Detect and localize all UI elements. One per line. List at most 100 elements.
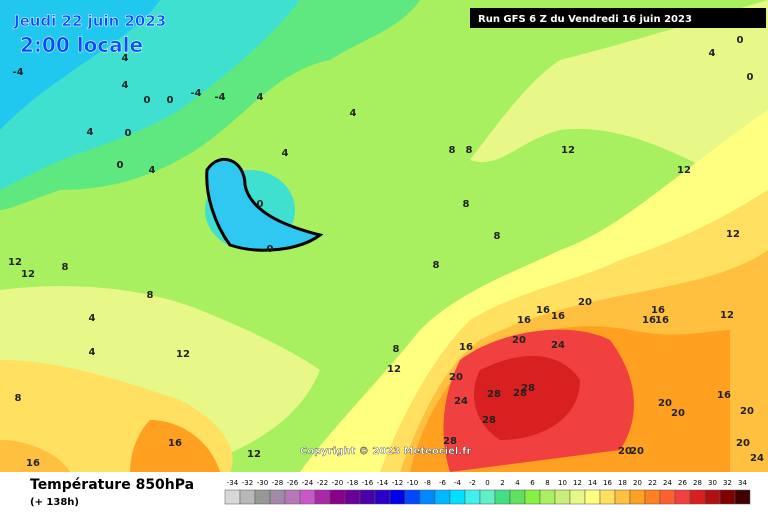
scale-label: 4 [515,479,520,487]
contour-label: 16 [551,311,565,322]
scale-label: 22 [648,479,657,487]
scale-swatch [314,489,331,505]
contour-label: 8 [62,262,69,273]
contour-label: 0 [267,244,274,255]
scale-label: 14 [588,479,597,487]
scale-swatch [554,489,571,505]
contour-label: 24 [454,396,468,407]
contour-label: 8 [15,393,22,404]
contour-label: 0 [167,95,174,106]
scale-swatch [539,489,556,505]
scale-label: -10 [407,479,418,487]
scale-swatch [629,489,646,505]
scale-swatch [254,489,271,505]
contour-label: 20 [512,335,526,346]
contour-label: 4 [122,80,129,91]
contour-label: 0 [737,35,744,46]
scale-label: 28 [693,479,702,487]
scale-swatch [224,489,241,505]
scale-label: -8 [424,479,431,487]
contour-label: 12 [561,145,575,156]
contour-label: 20 [449,372,463,383]
contour-label: 8 [463,199,470,210]
contour-label: 28 [521,383,535,394]
contour-label: 8 [147,290,154,301]
contour-label: 20 [740,406,754,417]
scale-label: 2 [500,479,504,487]
scale-swatch [479,489,496,505]
lead-time: (+ 138h) [30,497,79,508]
scale-swatch [704,489,721,505]
scale-swatch [374,489,391,505]
scale-swatch [689,489,706,505]
contour-label: 12 [8,257,22,268]
contour-label: 0 [117,160,124,171]
contour-label: 28 [482,415,496,426]
scale-swatch [329,489,346,505]
scale-label: 24 [663,479,672,487]
contour-label: 24 [551,340,565,351]
contour-label: 4 [282,148,289,159]
scale-label: -16 [362,479,374,487]
scale-label: 6 [530,479,535,487]
scale-label: -18 [347,479,358,487]
scale-swatch [299,489,316,505]
scale-swatch [659,489,676,505]
contour-label: 20 [630,446,644,457]
contour-label: 8 [494,231,501,242]
scale-label: 0 [485,479,489,487]
scale-label: 16 [603,479,612,487]
scale-swatch [614,489,631,505]
contour-label: 28 [513,388,527,399]
contour-label: 20 [578,297,592,308]
scale-swatch [644,489,661,505]
scale-swatch [284,489,301,505]
contour-label: 16 [26,458,40,469]
contour-label: -4 [190,88,201,99]
scale-swatch [509,489,526,505]
contour-label: 8 [466,145,473,156]
scale-label: -4 [454,479,462,487]
contour-label: 16 [517,315,531,326]
contour-label: 12 [247,449,261,460]
contour-label: 20 [618,446,632,457]
valid-time: 2:00 locale [20,33,143,57]
scale-swatch [359,489,376,505]
contour-label: 16 [655,315,669,326]
scale-swatch [239,489,256,505]
scale-swatch [734,489,751,505]
contour-label: 12 [176,349,190,360]
scale-label: -20 [332,479,343,487]
copyright: Copyright © 2023 Meteociel.fr [300,446,471,457]
scale-label: -24 [302,479,314,487]
scale-label: -14 [377,479,389,487]
scale-label: 18 [618,479,627,487]
scale-swatch [344,489,361,505]
footer-title: Température 850hPa [30,477,194,493]
contour-label: 12 [726,229,740,240]
scale-swatch [599,489,616,505]
scale-swatch [389,489,406,505]
contour-label: 16 [642,315,656,326]
scale-label: 32 [723,479,732,487]
contour-label: 4 [89,313,96,324]
scale-swatch [434,489,451,505]
contour-label: 8 [449,145,456,156]
contour-label: 24 [750,453,764,464]
valid-date: Jeudi 22 juin 2023 [13,12,166,30]
scale-label: 8 [545,479,549,487]
contour-label: 20 [658,398,672,409]
contour-label: 4 [709,48,716,59]
scale-swatch [524,489,541,505]
scale-swatch [494,489,511,505]
contour-label: 16 [717,390,731,401]
run-info: Run GFS 6 Z du Vendredi 16 juin 2023 [478,14,692,25]
scale-label: -34 [227,479,239,487]
scale-label: 20 [633,479,642,487]
contour-label: -4 [214,92,225,103]
contour-label: 4 [89,347,96,358]
scale-label: 34 [738,479,747,487]
contour-label: 4 [350,108,357,119]
scale-label: 30 [708,479,717,487]
